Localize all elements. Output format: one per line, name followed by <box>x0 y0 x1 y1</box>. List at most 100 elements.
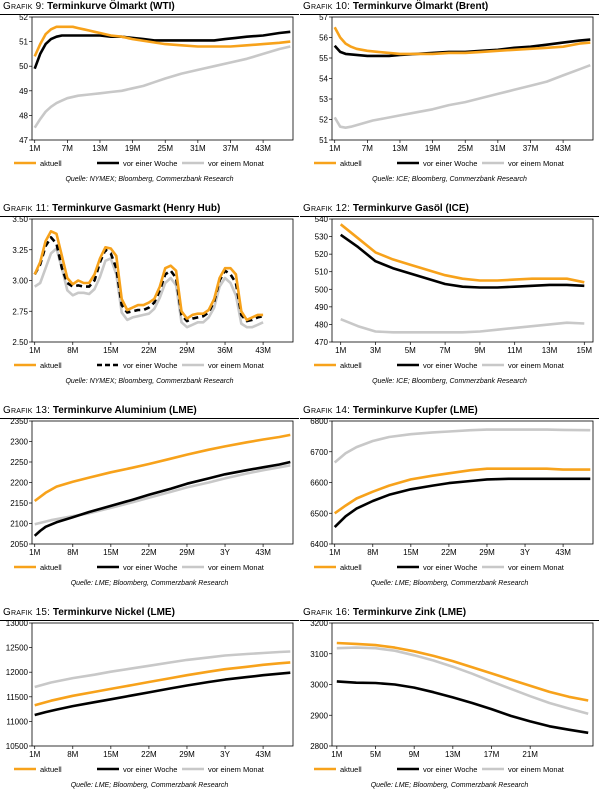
series-line-vor-einem-monat <box>340 317 585 334</box>
legend-label: vor einer Woche <box>123 563 177 572</box>
series-line-aktuell <box>34 661 291 707</box>
line-chart: 47 48 49 50 51 52 1M 7M 13M 19M 25M 31M 37M 43M aktuel… <box>14 13 294 168</box>
chart-name: Terminkurve Kupfer (LME) <box>352 405 478 416</box>
x-tick-label: 37M <box>223 144 239 153</box>
series-line-vor-einem-monat <box>333 428 591 464</box>
y-tick-label: 6800 <box>310 417 328 426</box>
legend-item-vor-einer-woche: vor einer Woche <box>397 361 477 370</box>
x-tick-label: 19M <box>425 144 441 153</box>
title-rule <box>300 14 599 15</box>
legend-item-aktuell: aktuell <box>14 159 62 168</box>
x-tick-label: 15M <box>103 548 119 557</box>
chart-title: Grafik 14: Terminkurve Kupfer (LME) <box>303 405 478 416</box>
x-tick-label: 21M <box>522 750 538 759</box>
series-line-vor-einer-woche <box>33 30 291 70</box>
line-chart: 6400 6500 6600 6700 6800 1M 8M 15M 22M 29M 3Y 43M ak… <box>310 417 594 572</box>
chart-source-note: Quelle: ICE; Bloomberg, Commerzbank Rese… <box>372 378 527 385</box>
chart-name: Terminkurve Zink (LME) <box>352 607 467 618</box>
x-tick-label: 5M <box>370 750 381 759</box>
x-tick-label: 13M <box>445 750 461 759</box>
x-tick-label: 17M <box>484 750 500 759</box>
x-tick-label: 13M <box>392 144 408 153</box>
y-tick-label: 2300 <box>10 438 28 447</box>
chart-name: Terminkurve Nickel (LME) <box>52 607 175 618</box>
series-line-vor-einem-monat <box>34 464 291 526</box>
x-tick-label: 8M <box>67 750 78 759</box>
x-tick-label: 31M <box>190 144 206 153</box>
x-tick-label: 7M <box>362 144 373 153</box>
y-tick-label: 2900 <box>310 711 328 720</box>
line-chart: 51 52 53 54 55 56 57 1M 7M 13M 19M 25M 31M 37M 43M aktu… <box>314 13 594 168</box>
title-rule <box>0 216 299 217</box>
x-tick-label: 3Y <box>220 750 230 759</box>
x-tick-label: 1M <box>29 346 40 355</box>
legend-item-vor-einer-woche: vor einer Woche <box>97 361 177 370</box>
legend-label: vor einer Woche <box>423 361 477 370</box>
y-tick-label: 52 <box>319 116 328 125</box>
legend-label: vor einem Monat <box>208 361 265 370</box>
x-tick-label: 43M <box>255 144 271 153</box>
x-tick-label: 3Y <box>220 548 230 557</box>
x-tick-label: 43M <box>555 548 571 557</box>
y-tick-label: 520 <box>315 250 329 259</box>
y-tick-label: 2.50 <box>12 338 28 347</box>
x-tick-label: 13M <box>542 346 558 355</box>
x-tick-label: 8M <box>67 548 78 557</box>
y-tick-label: 2200 <box>10 479 28 488</box>
y-tick-label: 53 <box>319 95 328 104</box>
legend-label: vor einer Woche <box>423 563 477 572</box>
legend-label: vor einem Monat <box>508 159 565 168</box>
y-tick-label: 6600 <box>310 479 328 488</box>
y-tick-label: 6400 <box>310 540 328 549</box>
legend-label: vor einem Monat <box>208 563 265 572</box>
chart-panel-p16: Grafik 16: Terminkurve Zink (LME) 2800 290… <box>300 606 599 808</box>
y-tick-label: 56 <box>319 34 328 43</box>
legend-item-vor-einem-monat: vor einem Monat <box>182 159 265 168</box>
legend-item-vor-einer-woche: vor einer Woche <box>97 765 177 774</box>
legend-item-vor-einer-woche: vor einer Woche <box>397 159 477 168</box>
y-tick-label: 6500 <box>310 509 328 518</box>
legend-label: aktuell <box>340 765 362 774</box>
y-tick-label: 11500 <box>6 693 28 702</box>
y-tick-label: 2800 <box>310 742 328 751</box>
series-line-vor-einem-monat <box>336 646 589 715</box>
chart-source-note: Quelle: NYMEX; Bloomberg, Commerzbank Re… <box>65 378 234 385</box>
x-tick-label: 43M <box>255 750 271 759</box>
y-tick-label: 6700 <box>310 448 328 457</box>
line-chart: 2.50 2.75 3.00 3.25 3.50 1M 8M 15M 22M 29M 36M 43M a… <box>12 215 294 370</box>
legend-item-aktuell: aktuell <box>314 563 362 572</box>
chart-panel-p12: Grafik 12: Terminkurve Gasöl (ICE) 470 480… <box>300 202 599 404</box>
y-tick-label: 2150 <box>10 499 28 508</box>
series-line-aktuell <box>33 25 291 57</box>
x-tick-label: 7M <box>62 144 73 153</box>
x-tick-label: 3M <box>370 346 381 355</box>
y-tick-label: 480 <box>315 320 329 329</box>
chart-source-note: Quelle: NYMEX; Bloomberg, Commerzbank Re… <box>65 176 234 183</box>
y-tick-label: 510 <box>315 268 329 277</box>
x-tick-label: 31M <box>490 144 506 153</box>
legend-label: vor einer Woche <box>123 361 177 370</box>
chart-number: Grafik 14: <box>303 405 351 416</box>
x-tick-label: 36M <box>217 346 233 355</box>
x-tick-label: 25M <box>457 144 473 153</box>
plot-frame <box>331 218 594 343</box>
x-tick-label: 13M <box>92 144 108 153</box>
legend-label: vor einem Monat <box>508 563 565 572</box>
chart-source-note: Quelle: LME; Bloomberg, Commerzbank Rese… <box>370 580 529 587</box>
series-line-aktuell <box>339 223 585 284</box>
x-tick-label: 9M <box>409 750 420 759</box>
chart-number: Grafik 11: <box>3 203 50 214</box>
y-tick-label: 470 <box>315 338 329 347</box>
x-tick-label: 22M <box>441 548 457 557</box>
x-tick-label: 5M <box>405 346 416 355</box>
legend-label: vor einer Woche <box>423 159 477 168</box>
x-tick-label: 9M <box>474 346 485 355</box>
chart-number: Grafik 15: <box>3 607 51 618</box>
plot-frame <box>31 622 294 747</box>
chart-name: Terminkurve Ölmarkt (Brent) <box>352 1 489 12</box>
x-tick-label: 22M <box>141 548 157 557</box>
line-chart: 2800 2900 3000 3100 3200 1M 5M 9M 13M 17M 21M aktue… <box>310 619 594 774</box>
series-line-vor-einer-woche <box>333 477 591 529</box>
x-tick-label: 15M <box>103 346 119 355</box>
chart-number: Grafik 10: <box>303 1 351 12</box>
